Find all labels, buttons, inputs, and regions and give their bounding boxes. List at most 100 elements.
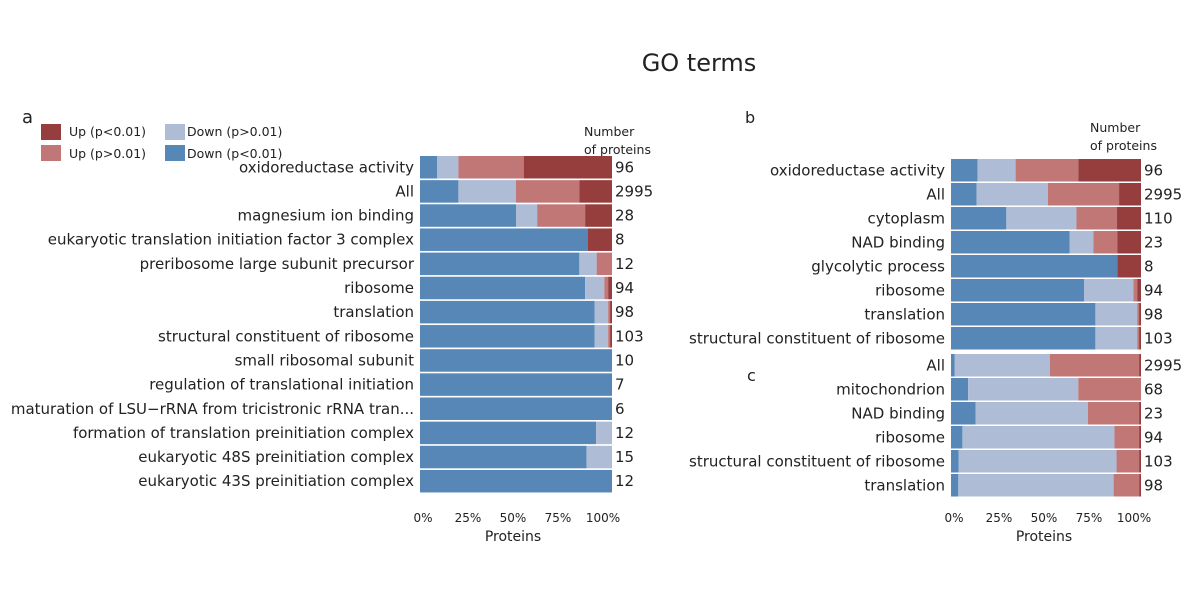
bar-segment-down-sig: [951, 426, 963, 449]
bar-segment-down-sig: [420, 156, 438, 179]
protein-count-label: 15: [615, 448, 634, 466]
bar-segment-down-ns: [1095, 303, 1138, 326]
bar-row: eukaryotic 43S preinitiation complex 12: [138, 469, 634, 493]
bar-segment-down-ns: [586, 445, 612, 469]
bar-segment-down-ns: [594, 300, 609, 324]
bar-segment-up-sig: [1139, 327, 1141, 350]
bar-row: regulation of translational initiation 7: [149, 373, 625, 396]
bar-segment-down-sig: [951, 303, 1096, 326]
protein-count-label: 2995: [1144, 185, 1182, 203]
category-label: translation: [864, 305, 945, 323]
bar-segment-down-sig: [951, 327, 1096, 350]
bar-segment-up-sig: [610, 300, 612, 324]
bar-row: oxidoreductase activity 96: [239, 156, 634, 179]
x-tick-label: 0%: [413, 511, 432, 525]
bar-segment-up-sig: [1139, 474, 1141, 497]
protein-count-label: 94: [615, 279, 634, 297]
bar-row: preribosome large subunit precursor 12: [140, 252, 634, 276]
panel-b-label: b: [745, 108, 755, 127]
category-label: glycolytic process: [811, 257, 945, 275]
panel-b: oxidoreductase activity 96 All 2995 cytoplas…: [689, 159, 1182, 350]
legend-label-up-ns: Up (p>0.01): [69, 146, 146, 161]
bar-segment-up-ns: [1093, 231, 1118, 254]
category-label: translation: [333, 303, 414, 321]
bar-segment-up-ns: [1137, 303, 1140, 326]
bar-segment-down-ns: [968, 378, 1079, 401]
category-label: cytoplasm: [868, 209, 946, 227]
bar-row: formation of translation preinitiation c…: [73, 421, 634, 445]
bar-segment-down-sig: [420, 276, 586, 300]
category-label: eukaryotic 43S preinitiation complex: [138, 472, 414, 490]
x-tick-label: 100%: [1117, 511, 1151, 525]
legend-label-up-sig: Up (p<0.01): [69, 124, 146, 139]
bar-segment-up-ns: [537, 204, 586, 227]
bar-segment-down-ns: [962, 426, 1115, 449]
bar-row: eukaryotic translation initiation factor…: [48, 228, 625, 251]
bar-segment-up-sig: [1117, 207, 1141, 230]
bar-segment-up-ns: [516, 180, 580, 203]
legend-label-down-ns: Down (p>0.01): [187, 124, 282, 139]
protein-count-label: 2995: [615, 182, 653, 200]
protein-count-label: 6: [615, 400, 625, 418]
category-label: oxidoreductase activity: [770, 161, 945, 179]
x-axis-label: Proteins: [1016, 529, 1072, 545]
bar-segment-down-sig: [951, 255, 1118, 278]
bar-segment-up-sig: [1139, 303, 1141, 326]
category-label: formation of translation preinitiation c…: [73, 424, 414, 442]
bar-segment-up-ns: [608, 325, 611, 348]
bar-segment-up-sig: [610, 325, 612, 348]
bar-segment-down-ns: [958, 450, 1117, 473]
category-label: ribosome: [344, 279, 414, 297]
protein-count-label: 7: [615, 376, 625, 394]
bar-segment-down-ns: [1084, 279, 1134, 302]
bar-segment-down-ns: [579, 252, 597, 276]
bar-row: structural constituent of ribosome 103: [689, 327, 1173, 350]
bar-row: All 2995: [926, 354, 1182, 377]
panel-c: All 2995 mitochondrion 68 NAD binding 23 ribos…: [689, 354, 1182, 497]
bar-segment-up-ns: [1114, 426, 1140, 449]
bar-segment-down-sig: [420, 349, 612, 372]
bar-row: glycolytic process 8: [811, 255, 1154, 278]
category-label: regulation of translational initiation: [149, 376, 414, 394]
bar-segment-down-sig: [951, 279, 1084, 302]
bar-segment-up-ns: [608, 300, 611, 324]
bar-segment-up-sig: [585, 204, 612, 227]
bar-segment-down-ns: [1095, 327, 1138, 350]
bar-row: magnesium ion binding 28: [238, 204, 634, 227]
bar-segment-down-ns: [585, 276, 605, 300]
bar-row: structural constituent of ribosome 103: [689, 450, 1173, 473]
bar-segment-down-ns: [1069, 231, 1094, 254]
protein-count-label: 103: [1144, 329, 1173, 347]
protein-count-label: 8: [1144, 257, 1154, 275]
protein-count-label: 12: [615, 424, 634, 442]
bar-segment-down-ns: [594, 325, 609, 348]
bar-segment-down-sig: [951, 159, 978, 182]
category-label: oxidoreductase activity: [239, 158, 414, 176]
category-label: mitochondrion: [836, 380, 945, 398]
category-label: translation: [864, 476, 945, 494]
protein-count-label: 96: [1144, 161, 1163, 179]
bar-segment-down-sig: [951, 450, 959, 473]
protein-count-label: 23: [1144, 233, 1163, 251]
bar-row: ribosome 94: [344, 276, 634, 300]
bar-segment-down-sig: [420, 252, 580, 276]
bar-row: All 2995: [395, 180, 653, 203]
bar-segment-up-ns: [604, 276, 609, 300]
bar-segment-down-ns: [1006, 207, 1077, 230]
bar-segment-down-ns: [437, 156, 459, 179]
bar-row: small ribosomal subunit 10: [235, 349, 634, 372]
category-label: All: [395, 182, 414, 200]
protein-count-label: 98: [615, 303, 634, 321]
bar-segment-up-ns: [596, 252, 612, 276]
bar-row: NAD binding 23: [851, 402, 1163, 425]
bar-segment-down-sig: [420, 421, 597, 445]
bar-segment-down-sig: [420, 300, 595, 324]
category-label: NAD binding: [851, 233, 945, 251]
bar-segment-down-ns: [958, 474, 1114, 497]
bar-segment-down-sig: [420, 325, 595, 348]
bar-row: maturation of LSU−rRNA from tricistronic…: [11, 397, 625, 420]
protein-count-label: 98: [1144, 476, 1163, 494]
bar-segment-down-sig: [420, 180, 459, 203]
category-label: structural constituent of ribosome: [689, 452, 945, 470]
